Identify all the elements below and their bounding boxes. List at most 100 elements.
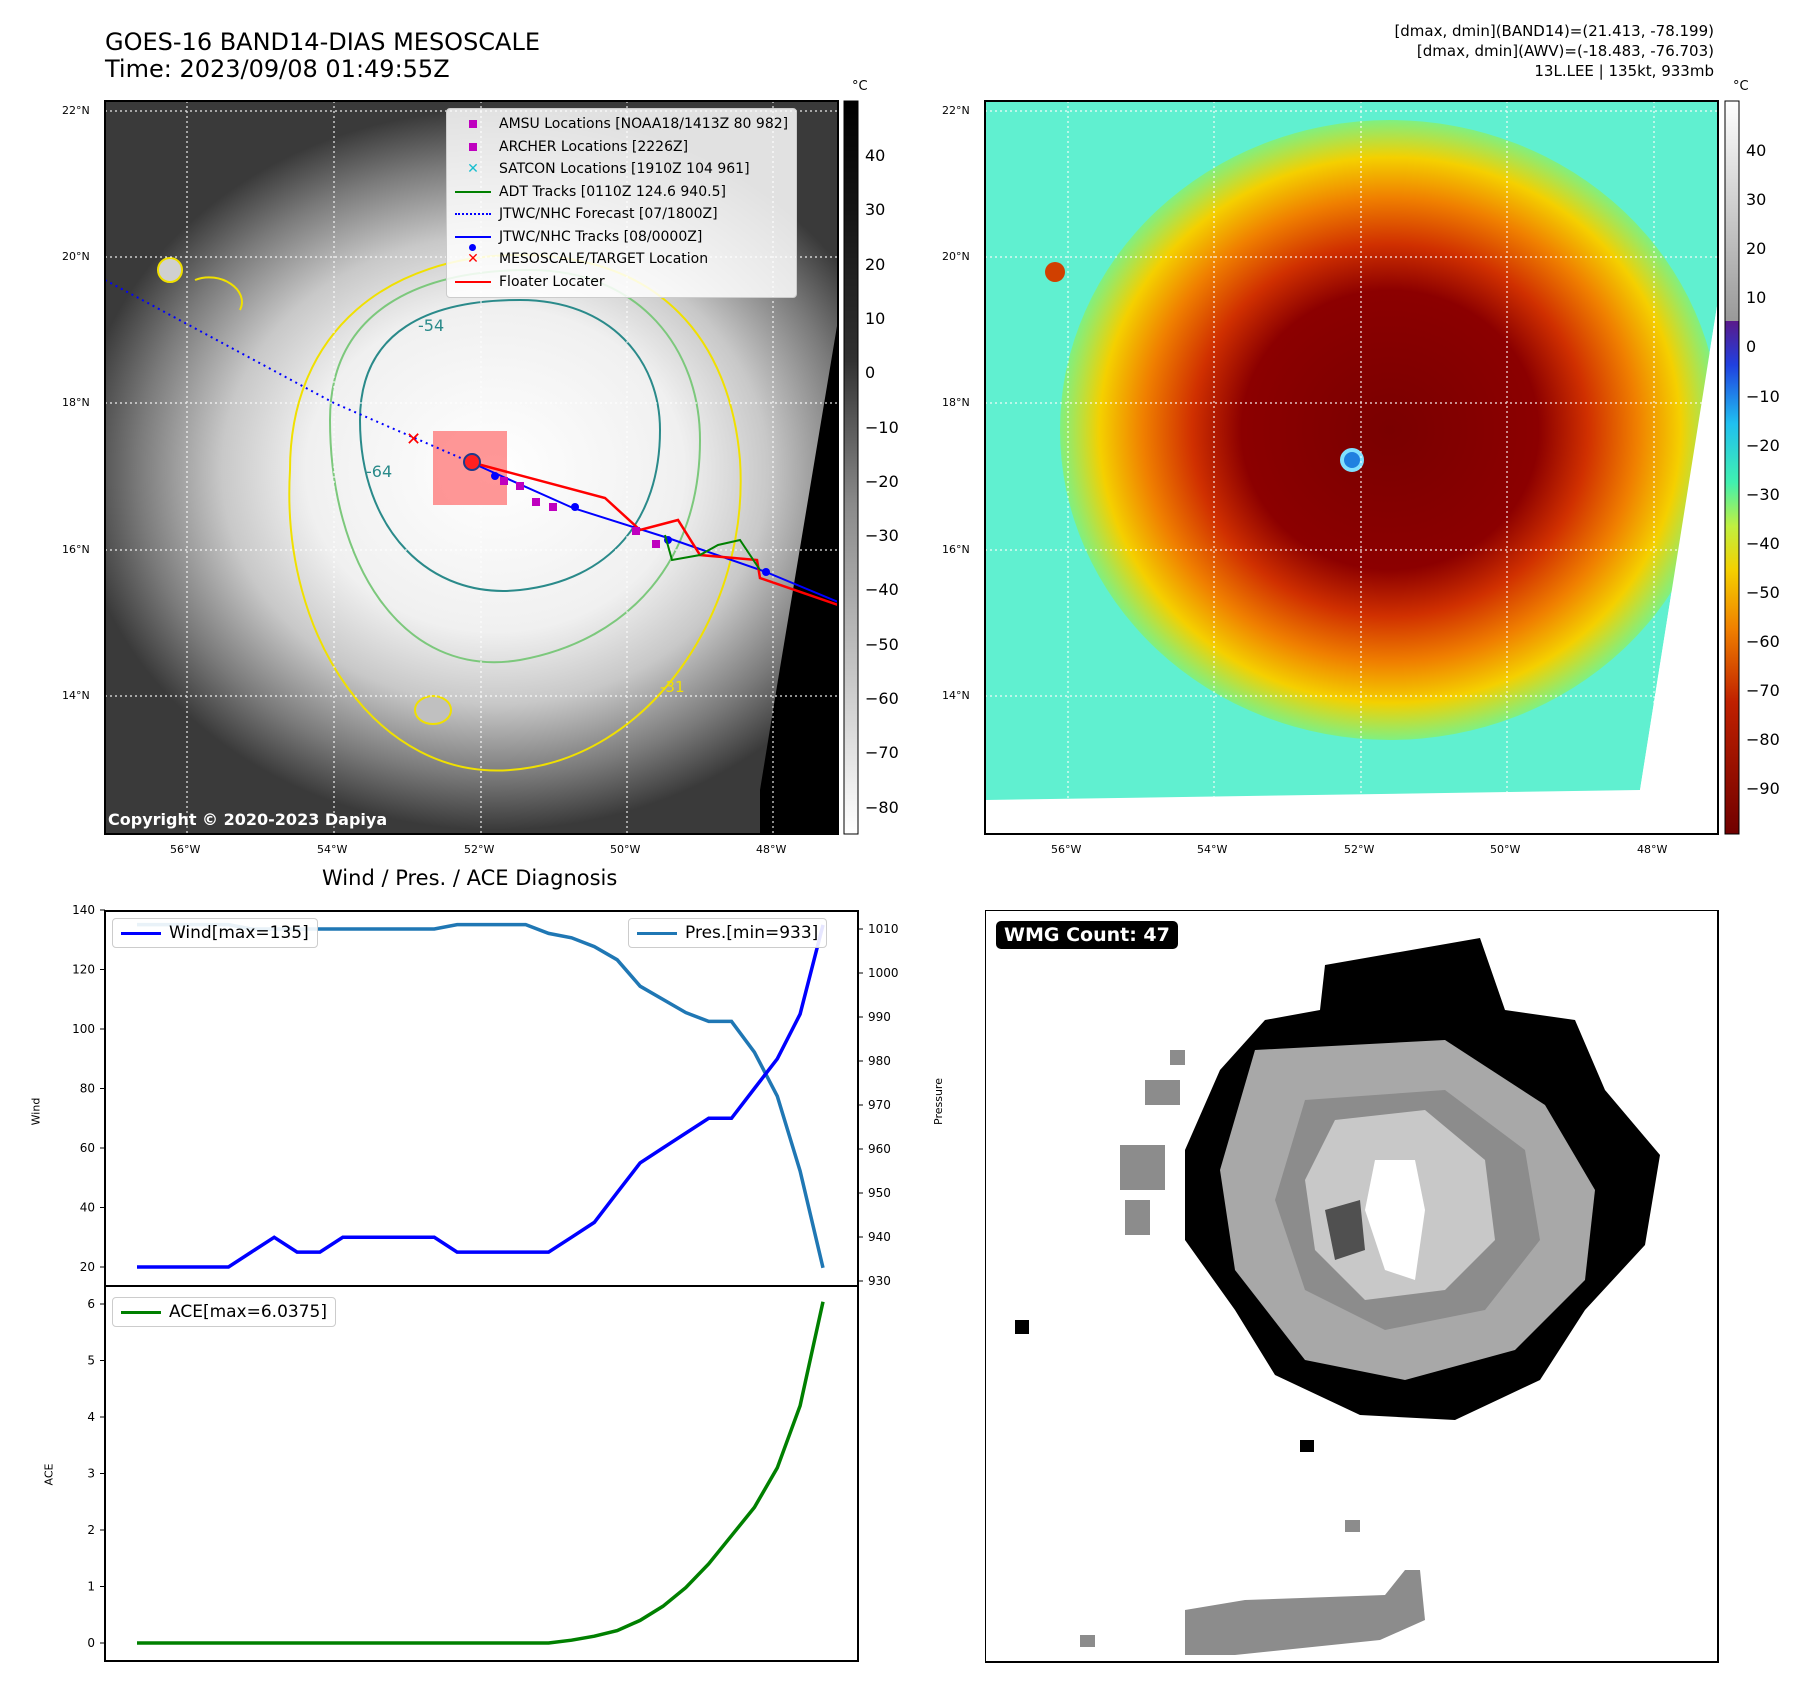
colorbar-tick-label: −70 <box>865 743 899 763</box>
map-legend: AMSU Locations [NOAA18/1413Z 80 982] ARC… <box>446 108 798 298</box>
colorbar-unit: °C <box>852 79 868 94</box>
lat-label: 16°N <box>62 543 90 556</box>
storm-eye <box>1340 448 1364 472</box>
legend-item: ADT Tracks [0110Z 124.6 940.5] <box>455 181 788 204</box>
pres-legend: Pres.[min=933] <box>628 918 828 948</box>
lon-label: 48°W <box>756 843 787 856</box>
pressure-tick-label: 990 <box>868 1010 891 1024</box>
wind-tick-label: 120 <box>72 963 95 977</box>
wind-line <box>137 924 825 1269</box>
lon-label: 50°W <box>1490 843 1521 856</box>
lon-label: 52°W <box>1344 843 1375 856</box>
wind-axis-label: Wind <box>29 1097 43 1126</box>
lat-label: 22°N <box>62 104 90 117</box>
ir-map-frame <box>104 100 839 835</box>
colorbar-gray <box>843 100 859 835</box>
wmg-image <box>985 910 1719 1663</box>
legend-item: AMSU Locations [NOAA18/1413Z 80 982] <box>455 113 788 136</box>
dmax-band14: [dmax, dmin](BAND14)=(21.413, -78.199) <box>1394 22 1714 40</box>
pressure-tick-label: 1000 <box>868 966 899 980</box>
map-title: GOES-16 BAND14-DIAS MESOSCALE <box>105 28 541 56</box>
ace-tick-label: 3 <box>87 1467 95 1481</box>
colorbar-tick-label: 40 <box>865 146 886 165</box>
colorbar-tick-label: −40 <box>865 580 899 600</box>
colorbar-tick-label: −50 <box>865 634 899 654</box>
wind-legend: Wind[max=135] <box>112 918 318 948</box>
ace-tick-label: 6 <box>87 1297 95 1311</box>
no-data-region <box>760 101 838 834</box>
pressure-tick-label: 960 <box>868 1142 891 1156</box>
wind-tick-label: 140 <box>72 903 95 917</box>
wind-tick-label: 20 <box>80 1260 95 1274</box>
contour-label: -31 <box>660 678 685 696</box>
legend-item: JTWC/NHC Forecast [07/1800Z] <box>455 203 788 226</box>
wmg-count-badge: WMG Count: 47 <box>996 921 1178 949</box>
colorbar-tick-label: −20 <box>865 471 899 491</box>
wind-tick-label: 60 <box>80 1141 95 1155</box>
lat-label: 14°N <box>942 689 970 702</box>
lon-label: 56°W <box>1051 843 1082 856</box>
floater-track <box>469 460 838 607</box>
colorbar-tick-label: −60 <box>865 689 899 708</box>
colorbar-tick-label: −90 <box>1746 779 1780 799</box>
colorbar-tick-label: 0 <box>1746 337 1757 357</box>
pressure-tick-label: 970 <box>868 1098 891 1112</box>
diagnosis-title: Wind / Pres. / ACE Diagnosis <box>322 866 618 890</box>
legend-item: Floater Locater <box>455 271 788 294</box>
lon-label: 52°W <box>464 843 495 856</box>
lon-label: 54°W <box>317 843 348 856</box>
lat-label: 16°N <box>942 543 970 556</box>
colorbar-tick-label: −30 <box>865 526 899 546</box>
colorbar-tick-label: −50 <box>1746 582 1780 602</box>
colorbar-tick-label: 10 <box>865 308 886 328</box>
contour-outer <box>288 253 742 772</box>
lat-label: 18°N <box>942 396 970 409</box>
forecast-track <box>105 279 471 463</box>
ace-tick-label: 5 <box>87 1354 95 1368</box>
pressure-tick-label: 930 <box>868 1274 891 1288</box>
lon-label: 50°W <box>610 843 641 856</box>
pressure-tick-label: 1010 <box>868 922 899 936</box>
lat-label: 18°N <box>62 396 90 409</box>
colorbar-tick-label: −70 <box>1746 681 1780 701</box>
legend-item: JTWC/NHC Tracks [08/0000Z] <box>455 226 788 251</box>
colorbar-tick-label: −10 <box>865 417 899 437</box>
pressure-tick-label: 980 <box>868 1054 891 1068</box>
contour-label: -54 <box>418 316 445 335</box>
pressure-axis-label: Pressure <box>931 1078 945 1125</box>
wind-tick-label: 40 <box>80 1201 95 1215</box>
colorbar-tick-label: −20 <box>1746 435 1780 455</box>
contour-inner <box>358 298 662 592</box>
colorbar-tick-label: −40 <box>1746 533 1780 553</box>
lat-label: 14°N <box>62 689 90 702</box>
lon-label: 56°W <box>170 843 201 856</box>
wmg-fragments <box>1080 1050 1425 1655</box>
colorbar-color <box>1724 100 1740 835</box>
lon-label: 54°W <box>1197 843 1228 856</box>
storm-hot-mass <box>1060 120 1718 740</box>
lat-label: 20°N <box>942 250 970 263</box>
ace-tick-label: 0 <box>87 1636 95 1650</box>
colorbar-tick-label: −80 <box>1746 730 1780 750</box>
contour-label: -64 <box>366 462 393 481</box>
ace-legend: ACE[max=6.0375] <box>112 1297 336 1327</box>
pressure-tick-label: 940 <box>868 1230 891 1244</box>
contour-mid <box>328 268 702 664</box>
colorbar-tick-label: 20 <box>865 254 886 274</box>
pressure-line <box>137 922 825 1269</box>
ace-tick-label: 4 <box>87 1410 95 1424</box>
colorbar-tick-label: 40 <box>1746 141 1767 160</box>
ace-axis-label: ACE <box>42 1463 56 1486</box>
copyright-text: Copyright © 2020-2023 Dapiya <box>108 810 388 829</box>
colorbar-tick-label: −30 <box>1746 484 1780 504</box>
dmax-awv: [dmax, dmin](AWV)=(-18.483, -76.703) <box>1416 42 1714 60</box>
legend-item: ARCHER Locations [2226Z] <box>455 136 788 159</box>
lon-label: 48°W <box>1637 843 1668 856</box>
colorbar-tick-label: −10 <box>1746 386 1780 406</box>
ace-line <box>137 1301 825 1645</box>
lat-label: 20°N <box>62 250 90 263</box>
colorbar-tick-label: 30 <box>1746 190 1767 210</box>
ace-frame <box>104 1285 859 1662</box>
colorbar-tick-label: 30 <box>865 200 886 220</box>
lat-label: 22°N <box>942 104 970 117</box>
